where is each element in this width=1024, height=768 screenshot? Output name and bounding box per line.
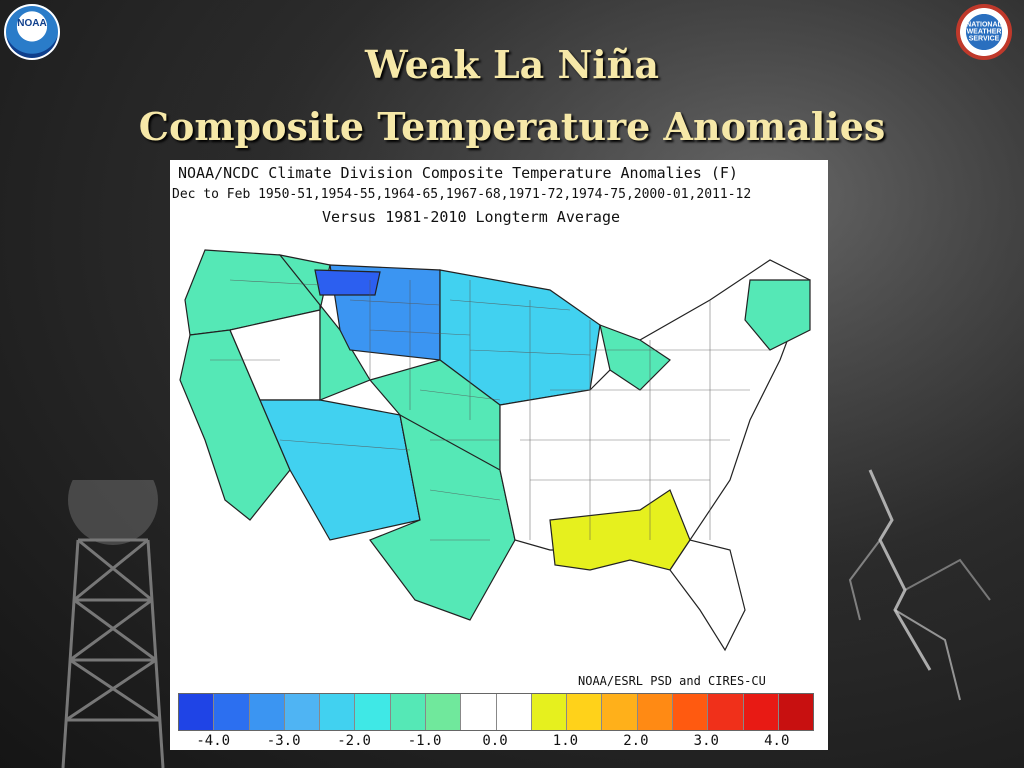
colorbar-tick-label: 1.0 bbox=[552, 733, 579, 749]
colorbar-tick-label: 3.0 bbox=[693, 733, 719, 749]
colorbar-tick-label: 0.0 bbox=[482, 733, 508, 749]
colorbar-swatch bbox=[672, 694, 709, 730]
noaa-logo-icon: NOAA bbox=[4, 4, 60, 60]
colorbar-swatch bbox=[531, 694, 568, 730]
colorbar-swatch bbox=[355, 694, 391, 730]
colorbar-swatch bbox=[179, 694, 215, 730]
colorbar-swatch bbox=[461, 694, 497, 730]
colorbar-swatch bbox=[743, 694, 779, 730]
map-period: Dec to Feb 1950-51,1954-55,1964-65,1967-… bbox=[172, 187, 752, 202]
slide-title-line1: Weak La Niña bbox=[365, 42, 659, 87]
us-climate-division-map bbox=[179, 249, 811, 652]
nws-logo-icon: NATIONAL WEATHER SERVICE bbox=[956, 4, 1012, 60]
nws-logo-text: NATIONAL WEATHER SERVICE bbox=[966, 21, 1002, 43]
colorbar-swatch bbox=[390, 694, 426, 730]
colorbar-tick-label: -2.0 bbox=[337, 733, 371, 749]
colorbar-swatch bbox=[425, 694, 462, 730]
noaa-logo-text: NOAA bbox=[17, 18, 47, 29]
colorbar-swatch bbox=[602, 694, 638, 730]
colorbar-swatch bbox=[778, 694, 814, 730]
colorbar-tick-label: -3.0 bbox=[266, 733, 301, 749]
colorbar-labels: -4.0 -3.0 -2.0 -1.0 0.0 1.0 2.0 3.0 4.0 bbox=[178, 733, 812, 749]
region-new-england bbox=[744, 279, 811, 351]
colorbar-tick-label: -1.0 bbox=[407, 733, 442, 749]
colorbar-swatch bbox=[708, 694, 744, 730]
slide-title-line2: Composite Temperature Anomalies bbox=[138, 104, 886, 149]
map-credit: NOAA/ESRL PSD and CIRES-CU bbox=[578, 674, 766, 688]
colorbar-tick-label: -4.0 bbox=[196, 733, 231, 749]
region-florida bbox=[669, 539, 746, 652]
colorbar-swatch bbox=[214, 694, 250, 730]
colorbar-swatch bbox=[637, 694, 673, 730]
region-montana-core bbox=[314, 269, 381, 296]
anomaly-map-panel: NOAA/NCDC Climate Division Composite Tem… bbox=[170, 160, 828, 750]
colorbar-tick-label: 4.0 bbox=[764, 733, 790, 749]
colorbar-tick-label: 2.0 bbox=[623, 733, 649, 749]
region-east bbox=[499, 259, 811, 551]
colorbar-swatch bbox=[567, 694, 603, 730]
radar-tower-icon bbox=[61, 480, 165, 768]
colorbar-swatch bbox=[249, 694, 285, 730]
colorbar-swatch bbox=[320, 694, 356, 730]
colorbar-swatch bbox=[496, 694, 532, 730]
colorbar bbox=[178, 693, 814, 731]
map-baseline: Versus 1981-2010 Longterm Average bbox=[322, 208, 621, 226]
map-heading: NOAA/NCDC Climate Division Composite Tem… bbox=[178, 164, 738, 182]
region-great-lakes bbox=[599, 324, 671, 391]
colorbar-swatch bbox=[284, 694, 321, 730]
